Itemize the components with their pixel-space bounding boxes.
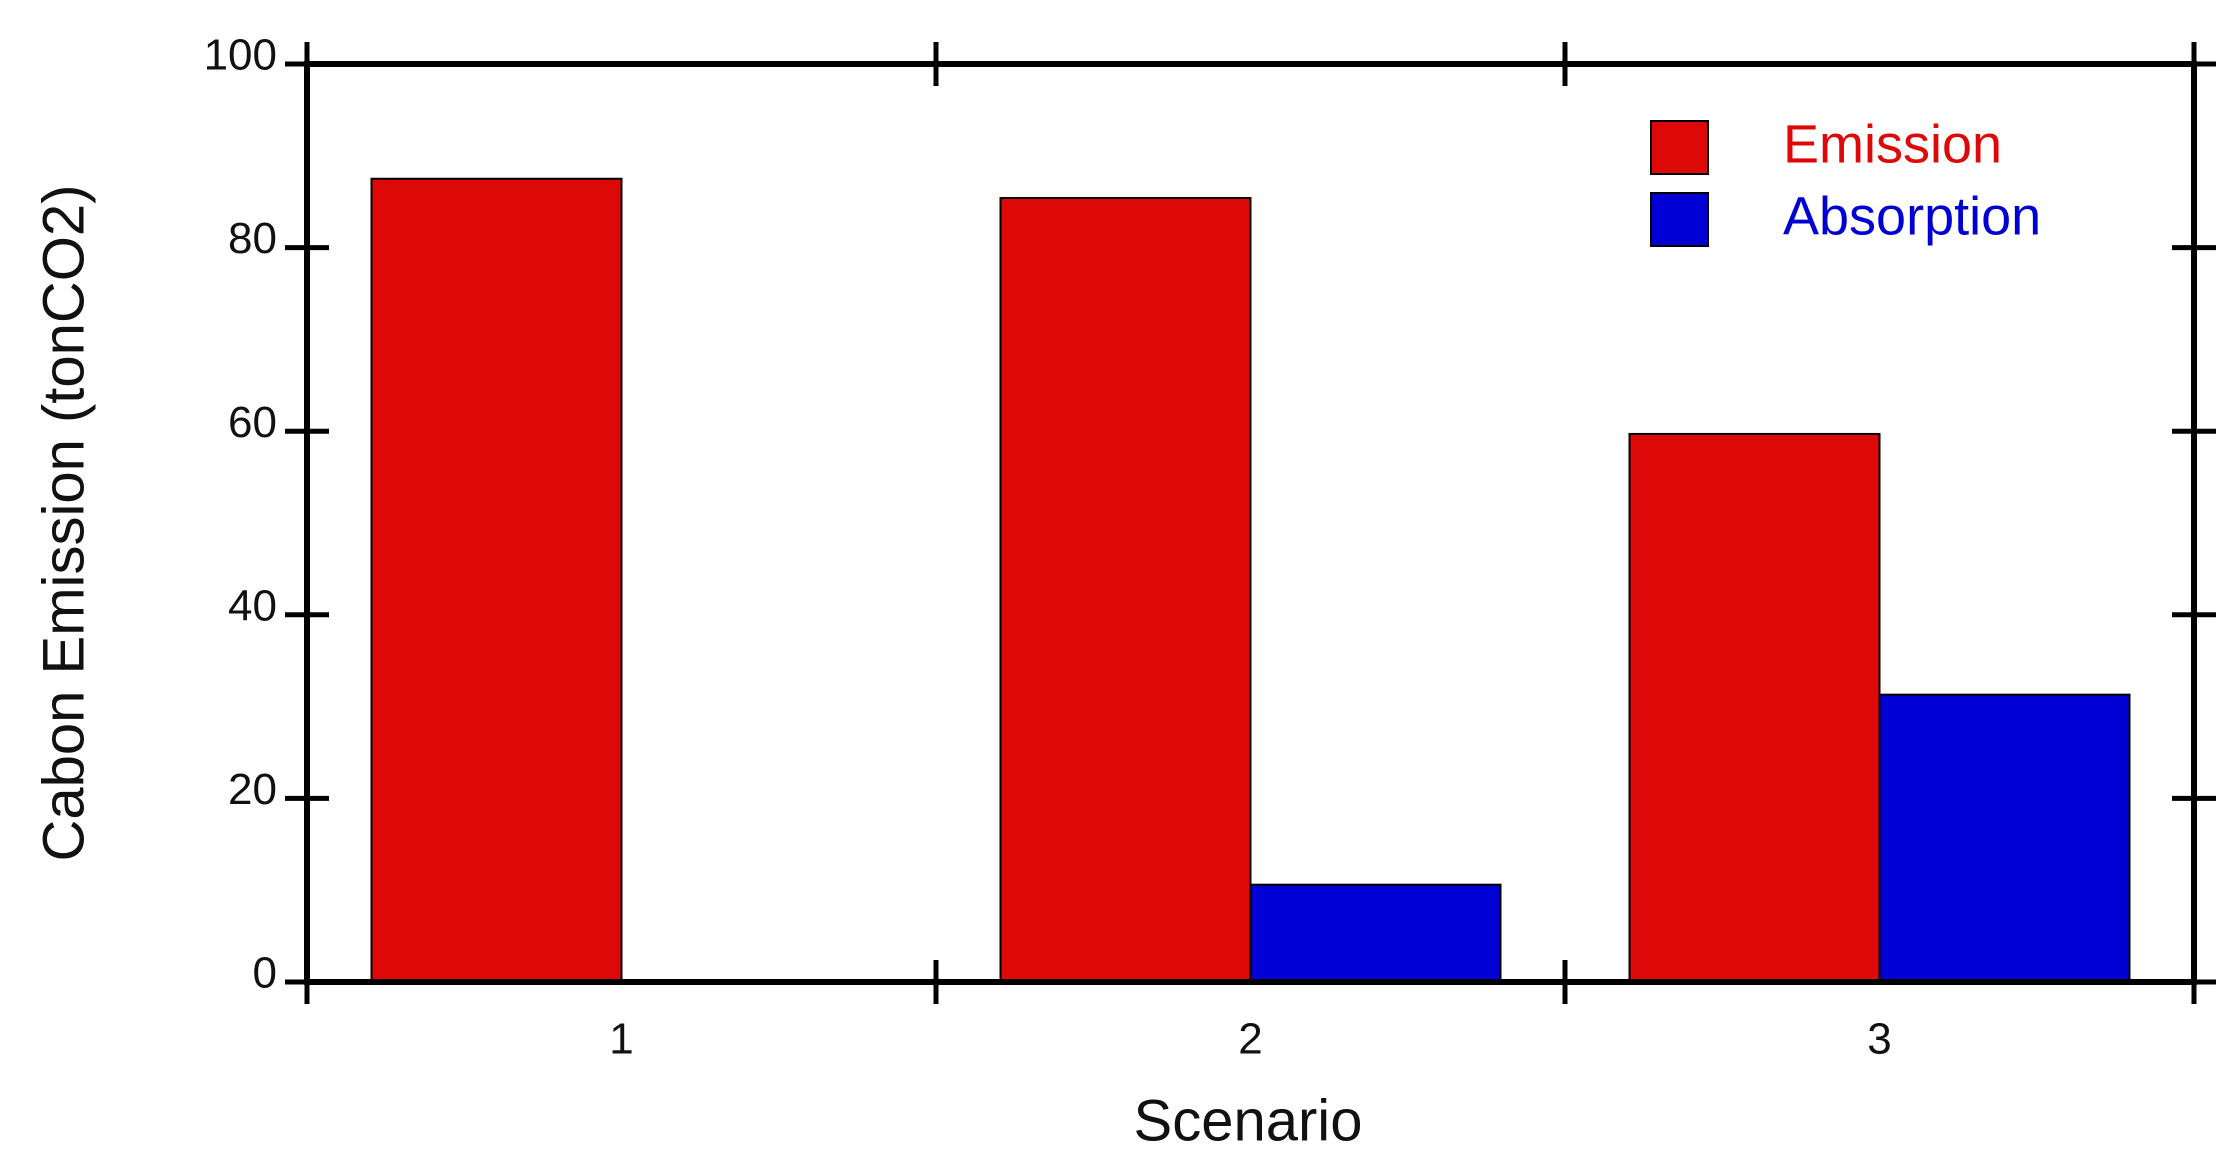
x-axis-label: Scenario (1134, 1088, 1363, 1153)
bar (999, 197, 1252, 983)
bar (1878, 693, 2131, 984)
y-tick-label: 100 (204, 31, 277, 80)
bar (1628, 432, 1881, 984)
legend-swatch (1650, 192, 1709, 247)
legend-swatch (1650, 120, 1709, 175)
y-tick-label: 20 (228, 765, 277, 814)
x-tick-label: 1 (609, 1015, 633, 1064)
y-tick-label: 80 (228, 214, 277, 263)
x-tick-label: 2 (1238, 1015, 1262, 1064)
legend-label: Absorption (1783, 186, 2041, 246)
legend-label: Emission (1783, 114, 2002, 174)
plot-frame (304, 61, 2197, 985)
y-tick-label: 0 (253, 949, 277, 998)
y-tick-label: 60 (228, 398, 277, 447)
y-axis-label: Cabon Emission (tonCO2) (31, 185, 96, 862)
bar (1249, 883, 1502, 984)
bar (370, 177, 623, 983)
x-tick-label: 3 (1867, 1015, 1891, 1064)
y-tick-label: 40 (228, 581, 277, 630)
